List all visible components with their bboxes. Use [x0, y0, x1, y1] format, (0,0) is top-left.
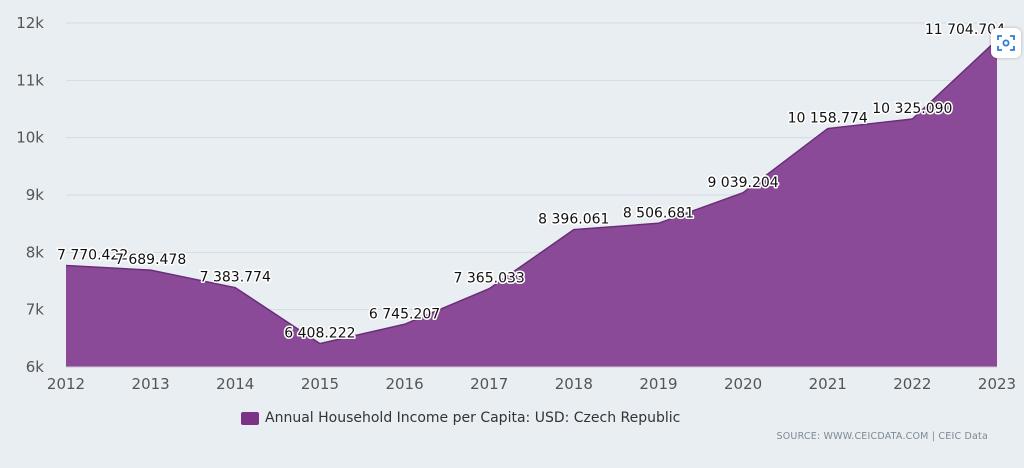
y-axis: 6k 7k 8k 9k 10k 11k 12k [16, 14, 44, 376]
x-tick-label: 2014 [216, 375, 254, 393]
scan-icon [997, 35, 1015, 51]
y-tick-label: 7k [26, 301, 45, 319]
data-label: 6 408.222 [284, 326, 355, 342]
x-tick-label: 2022 [893, 375, 931, 393]
data-label: 11 704.704 [925, 22, 1005, 38]
x-tick-label: 2012 [47, 375, 85, 393]
data-label: 8 506.681 [623, 205, 694, 221]
area-fill [66, 39, 997, 368]
x-tick-label: 2019 [639, 375, 677, 393]
data-label: 10 325.090 [872, 101, 952, 117]
data-label: 6 745.207 [369, 306, 440, 322]
source-credit: SOURCE: WWW.CEICDATA.COM | CEIC Data [776, 431, 988, 442]
legend[interactable]: Annual Household Income per Capita: USD:… [241, 410, 680, 426]
x-tick-label: 2013 [132, 375, 170, 393]
data-label: 7 689.478 [115, 252, 186, 268]
scan-button[interactable] [991, 28, 1021, 58]
x-tick-label: 2021 [809, 375, 847, 393]
x-tick-label: 2020 [724, 375, 762, 393]
x-tick-label: 2017 [470, 375, 508, 393]
data-label: 7 383.774 [200, 270, 271, 286]
x-tick-label: 2015 [301, 375, 339, 393]
x-tick-label: 2016 [385, 375, 423, 393]
legend-label: Annual Household Income per Capita: USD:… [265, 410, 681, 426]
data-label: 7 365.033 [454, 271, 525, 287]
y-tick-label: 6k [26, 358, 45, 376]
data-label: 8 396.061 [538, 212, 609, 228]
data-label: 9 039.204 [707, 175, 778, 191]
area-series [65, 39, 998, 368]
data-label: 7 770.422 [57, 247, 128, 263]
area-line [65, 39, 998, 345]
x-axis: 2012 2013 2014 2015 2016 2017 2018 2019 2020 2021… [47, 366, 1016, 393]
y-tick-label: 12k [16, 14, 44, 32]
y-tick-label: 10k [16, 129, 44, 147]
legend-swatch [241, 411, 259, 425]
y-tick-label: 8k [26, 243, 45, 261]
y-tick-label: 11k [16, 71, 44, 89]
y-tick-label: 9k [26, 186, 45, 204]
data-label: 10 158.774 [788, 111, 868, 127]
x-tick-label: 2018 [555, 375, 593, 393]
x-tick-label: 2023 [978, 375, 1016, 393]
